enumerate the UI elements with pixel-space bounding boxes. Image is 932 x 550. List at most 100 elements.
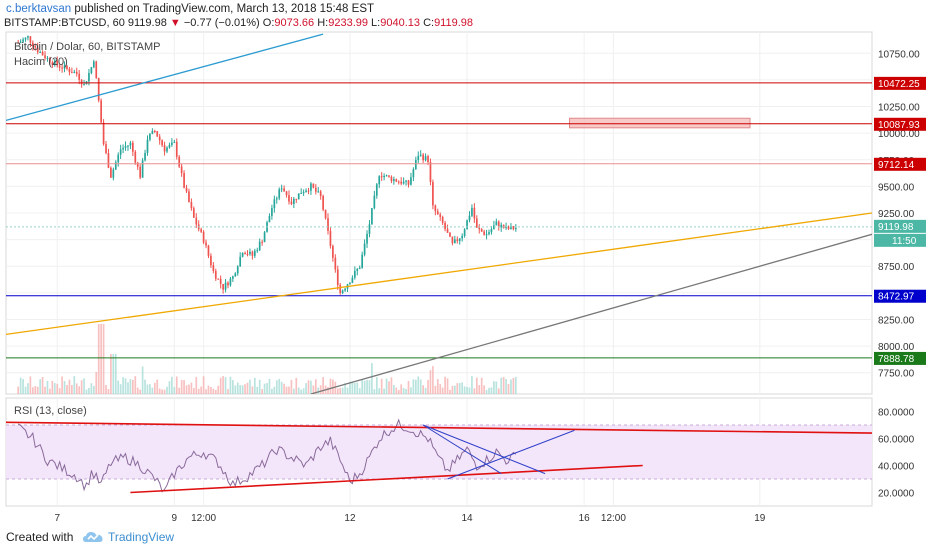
candle[interactable] [261, 241, 263, 243]
candle[interactable] [353, 270, 356, 278]
candle[interactable] [110, 167, 112, 178]
candle[interactable] [297, 193, 300, 200]
candle[interactable] [244, 252, 246, 255]
candle[interactable] [300, 193, 303, 195]
candle[interactable] [371, 208, 373, 225]
candle[interactable] [224, 282, 227, 290]
candle[interactable] [202, 231, 205, 243]
candle[interactable] [514, 228, 517, 230]
candle[interactable] [80, 79, 83, 85]
candle[interactable] [173, 141, 176, 143]
candle[interactable] [97, 78, 100, 101]
candle[interactable] [446, 229, 449, 233]
candle[interactable] [356, 268, 359, 271]
candle[interactable] [324, 209, 327, 219]
candle[interactable] [422, 154, 424, 161]
candle[interactable] [339, 285, 342, 294]
candle[interactable] [329, 230, 332, 246]
candle[interactable] [119, 149, 122, 155]
candle[interactable] [141, 160, 144, 178]
candle[interactable] [219, 278, 222, 284]
candle[interactable] [412, 169, 415, 178]
candle[interactable] [200, 229, 203, 232]
candle[interactable] [351, 277, 354, 283]
candle[interactable] [454, 239, 456, 244]
author-link[interactable]: c.berktavsan [6, 3, 72, 15]
candle[interactable] [397, 181, 400, 183]
candle[interactable] [56, 60, 59, 66]
candle[interactable] [434, 205, 437, 212]
trendline-orange[interactable] [6, 212, 872, 336]
candle[interactable] [497, 221, 500, 228]
candle[interactable] [310, 183, 312, 191]
candle[interactable] [161, 140, 163, 146]
candle[interactable] [68, 68, 71, 73]
candle[interactable] [175, 141, 178, 157]
candle[interactable] [280, 188, 283, 190]
candle[interactable] [146, 139, 149, 153]
candle[interactable] [124, 146, 127, 148]
candle[interactable] [249, 251, 251, 255]
candle[interactable] [92, 61, 95, 68]
candle[interactable] [131, 142, 134, 152]
candle[interactable] [112, 169, 115, 178]
candle[interactable] [378, 176, 381, 185]
candle[interactable] [268, 216, 271, 223]
candle[interactable] [278, 189, 281, 199]
candle[interactable] [95, 61, 98, 79]
candle[interactable] [341, 290, 344, 294]
candle[interactable] [75, 71, 78, 74]
candle[interactable] [151, 130, 154, 134]
candle[interactable] [488, 232, 490, 235]
rsi-trendline-blue[interactable] [422, 424, 502, 475]
candle[interactable] [475, 218, 478, 228]
candle[interactable] [51, 62, 54, 65]
candle[interactable] [90, 67, 93, 73]
rsi-trendline-blue[interactable] [447, 429, 575, 480]
candle[interactable] [493, 225, 495, 230]
candle[interactable] [46, 57, 49, 59]
candle[interactable] [275, 198, 278, 200]
candle[interactable] [153, 130, 156, 132]
candle[interactable] [332, 245, 334, 258]
candle[interactable] [363, 243, 366, 255]
candle[interactable] [510, 226, 512, 229]
candle[interactable] [512, 226, 515, 230]
candle[interactable] [100, 100, 102, 123]
candle[interactable] [480, 229, 483, 232]
supply-zone[interactable] [569, 117, 751, 129]
candle[interactable] [307, 190, 310, 192]
candle[interactable] [144, 152, 146, 161]
candle[interactable] [258, 241, 261, 251]
candle[interactable] [375, 184, 378, 196]
candle[interactable] [393, 179, 395, 182]
candle[interactable] [234, 273, 237, 277]
candle[interactable] [212, 265, 215, 272]
candle[interactable] [227, 282, 229, 286]
candle[interactable] [473, 207, 476, 219]
candle[interactable] [383, 175, 385, 178]
candle[interactable] [314, 187, 317, 192]
candle[interactable] [441, 216, 444, 223]
candle[interactable] [285, 191, 288, 196]
candle[interactable] [336, 269, 339, 286]
candle[interactable] [49, 57, 51, 63]
candle[interactable] [107, 153, 110, 168]
trendline-gray[interactable] [310, 233, 872, 394]
candle[interactable] [388, 175, 390, 177]
candle[interactable] [210, 255, 212, 266]
candle[interactable] [271, 208, 273, 217]
candle[interactable] [263, 232, 266, 243]
candle[interactable] [34, 46, 37, 48]
candle[interactable] [117, 154, 120, 163]
candle[interactable] [312, 183, 315, 188]
candle[interactable] [407, 180, 410, 185]
candle[interactable] [105, 144, 107, 154]
candle[interactable] [185, 187, 188, 192]
candle[interactable] [39, 51, 42, 53]
candle[interactable] [495, 221, 498, 226]
candle[interactable] [417, 155, 420, 161]
candle[interactable] [158, 136, 161, 141]
candle[interactable] [405, 180, 407, 182]
candle[interactable] [283, 188, 285, 192]
